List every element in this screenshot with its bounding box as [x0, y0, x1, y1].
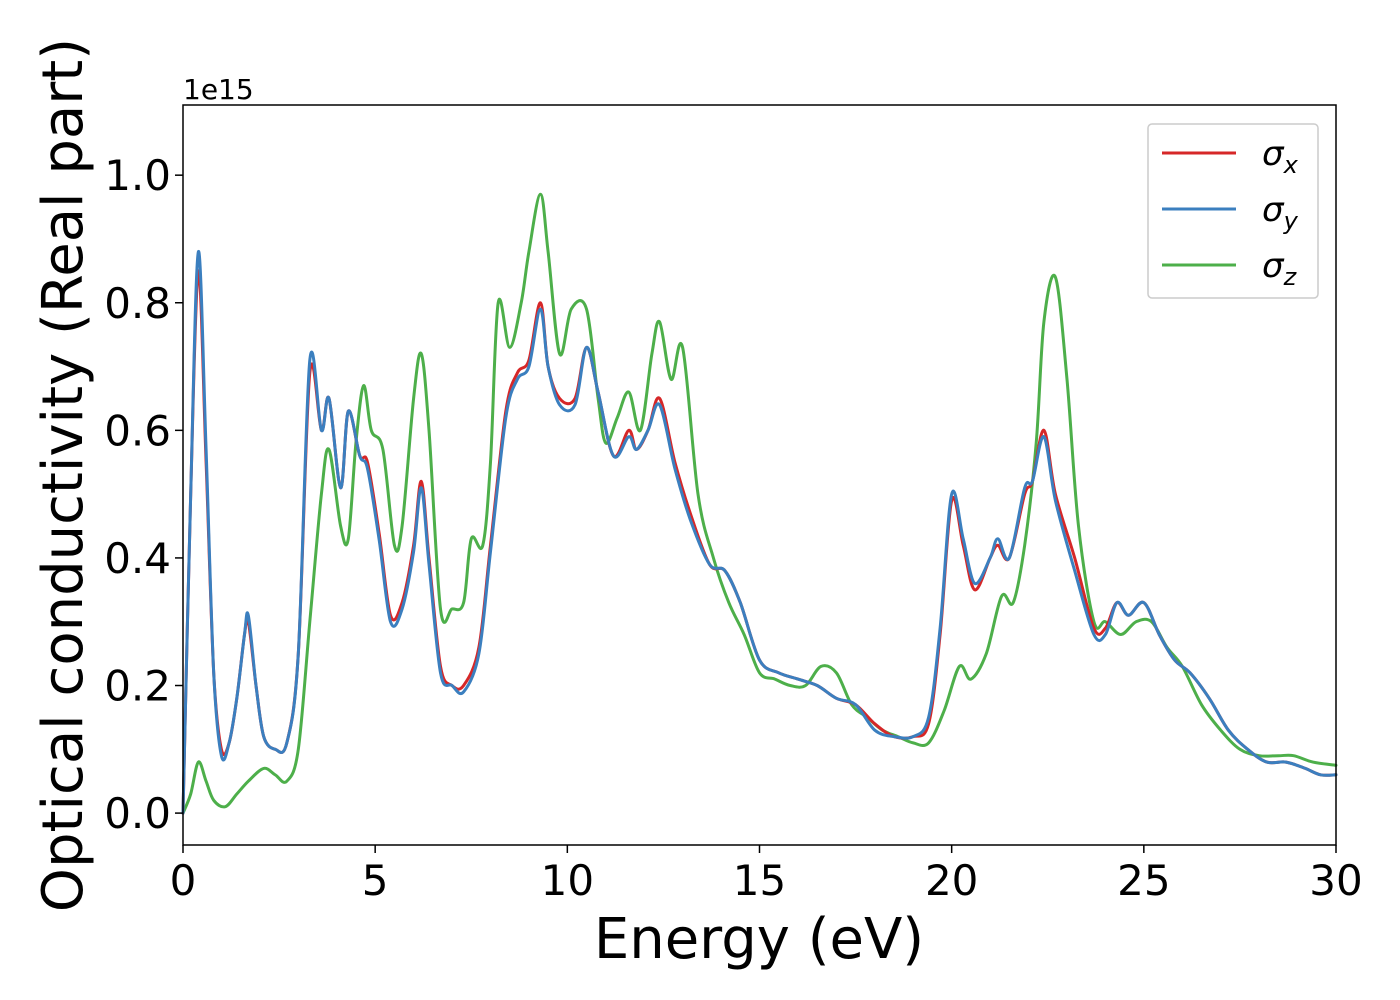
- x-tick-label: 5: [362, 856, 389, 905]
- x-tick-label: 30: [1309, 856, 1362, 905]
- x-axis-label: Energy (eV): [594, 907, 924, 972]
- x-tick-label: 10: [541, 856, 594, 905]
- y-tick-label: 0.8: [104, 279, 171, 328]
- y-tick-label: 1.0: [104, 151, 171, 200]
- series-layer: [181, 192, 1338, 815]
- y-ticks: 0.0 0.2 0.4 0.6 0.8 1.0: [104, 151, 183, 838]
- y-tick-label: 0.0: [104, 789, 171, 838]
- y-tick-label: 0.6: [104, 406, 171, 455]
- series-line-x: [181, 269, 1338, 815]
- y-tick-label: 0.4: [104, 534, 171, 583]
- x-tick-label: 25: [1117, 856, 1170, 905]
- x-ticks: 0 5 10 15 20 25 30: [170, 845, 1363, 905]
- legend-box: [1147, 123, 1319, 299]
- series-line-y: [181, 250, 1338, 815]
- x-tick-label: 20: [925, 856, 978, 905]
- x-tick-label: 15: [733, 856, 786, 905]
- series-line-z: [181, 192, 1338, 815]
- y-offset-label: 1e15: [183, 73, 254, 106]
- x-tick-label: 0: [170, 856, 197, 905]
- y-tick-label: 0.2: [104, 662, 171, 711]
- y-axis-label: Optical conductivity (Real part): [31, 38, 96, 912]
